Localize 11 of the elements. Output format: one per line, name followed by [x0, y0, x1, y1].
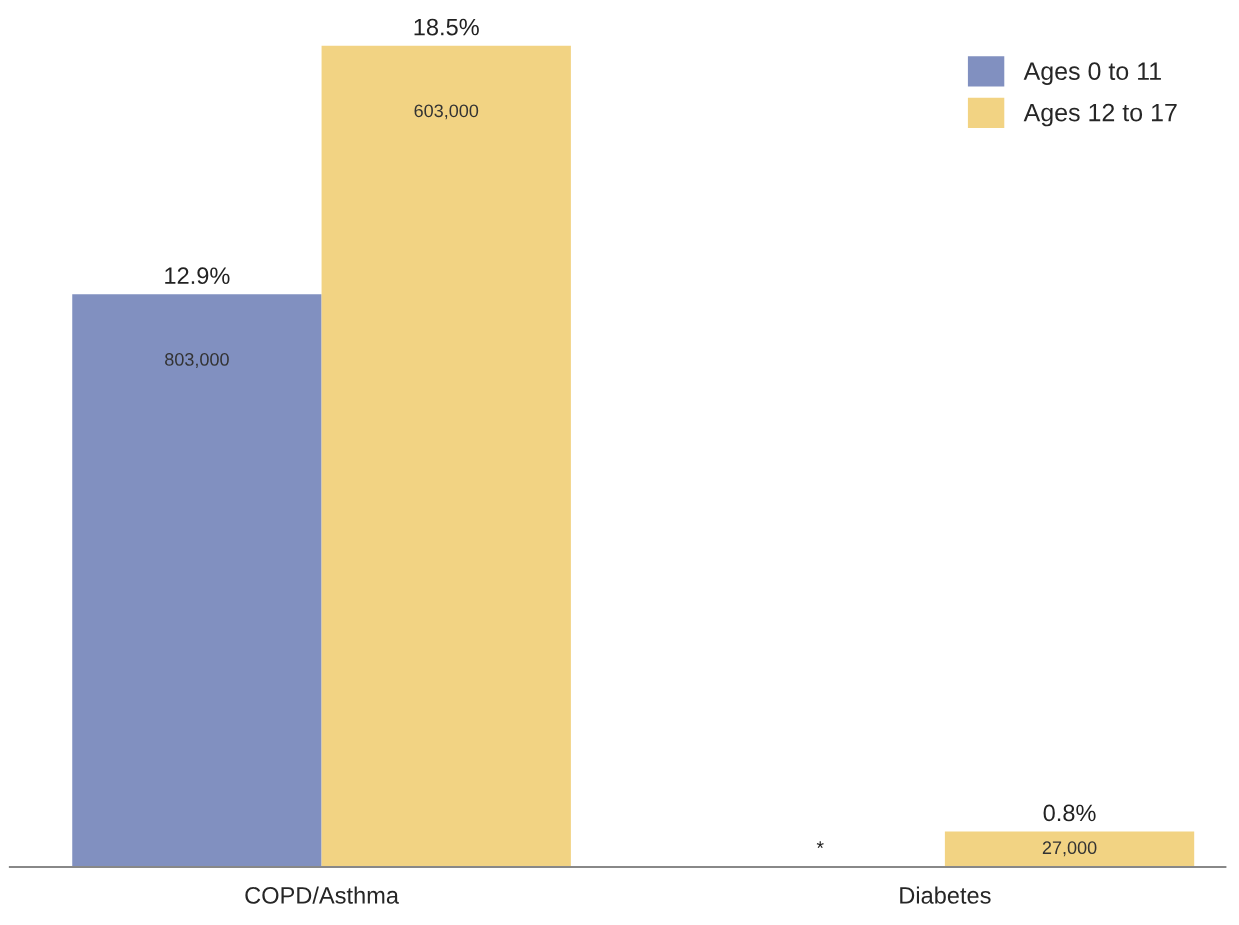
data-label: 0.8% [1043, 804, 1096, 822]
data-label: 18.5% [414, 18, 479, 36]
legend-label: Ages 12 to 17 [1023, 103, 1177, 127]
data-label: 12.9% [165, 267, 230, 285]
x-tick-label: Diabetes [900, 886, 991, 904]
x-tick-label: COPD/Asthma [245, 886, 399, 904]
annotation: * [816, 841, 824, 849]
annotation: 803,000 [165, 353, 229, 368]
legend-label: Ages 0 to 11 [1023, 62, 1161, 85]
annotation: 603,000 [414, 104, 479, 120]
annotation: 27,000 [1042, 841, 1097, 857]
